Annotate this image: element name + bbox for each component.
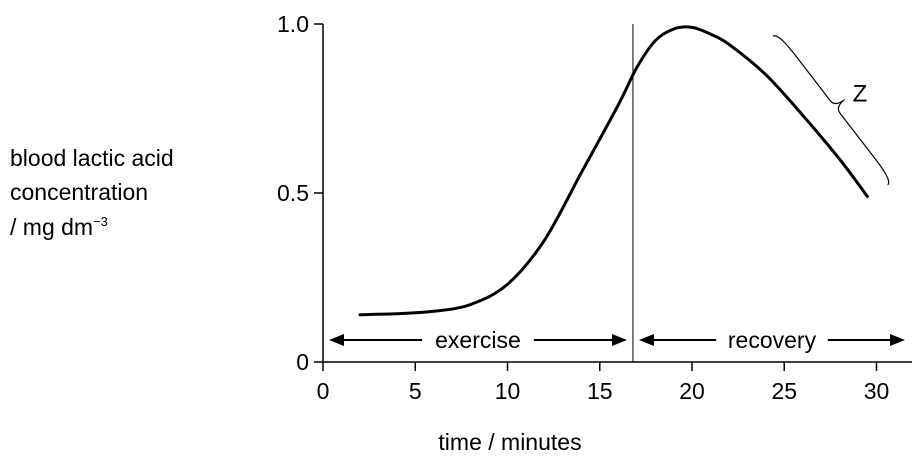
phase-arrowhead-right xyxy=(611,334,627,347)
x-tick-label: 5 xyxy=(409,378,422,404)
y-axis-label-line-1: blood lactic acid xyxy=(10,145,174,171)
phase-arrowhead-left xyxy=(329,334,344,347)
x-tick-label: 30 xyxy=(864,378,890,404)
y-tick-label: 0.5 xyxy=(277,180,309,206)
y-tick-label: 0 xyxy=(296,349,309,375)
x-tick-label: 10 xyxy=(495,378,521,404)
x-axis-label: time / minutes xyxy=(438,429,581,455)
phase-arrows: exercise recovery xyxy=(329,327,905,353)
phase-label-exercise: exercise xyxy=(435,327,521,353)
z-brace xyxy=(772,35,890,186)
y-axis-label-line-3: / mg dm−3 xyxy=(10,215,108,239)
z-label: Z xyxy=(853,81,868,108)
y-tick-label: 1.0 xyxy=(277,11,309,37)
lactic-acid-curve xyxy=(358,25,869,317)
z-annotation: Z xyxy=(772,35,890,186)
x-tick-label: 20 xyxy=(679,378,705,404)
phase-arrowhead-right xyxy=(890,334,905,347)
x-tick-label: 25 xyxy=(771,378,797,404)
phase-label-recovery: recovery xyxy=(728,327,817,353)
ticks: 0 5 10 15 20 25 30 0 0.5 1.0 xyxy=(277,11,889,404)
y-axis-unit: / mg dm xyxy=(10,214,94,240)
y-axis-label-line-2: concentration xyxy=(10,179,149,205)
phase-arrowhead-left xyxy=(638,334,654,347)
x-tick-label: 0 xyxy=(317,378,330,404)
x-tick-label: 15 xyxy=(587,378,613,404)
y-axis-unit-exponent: −3 xyxy=(93,214,108,229)
